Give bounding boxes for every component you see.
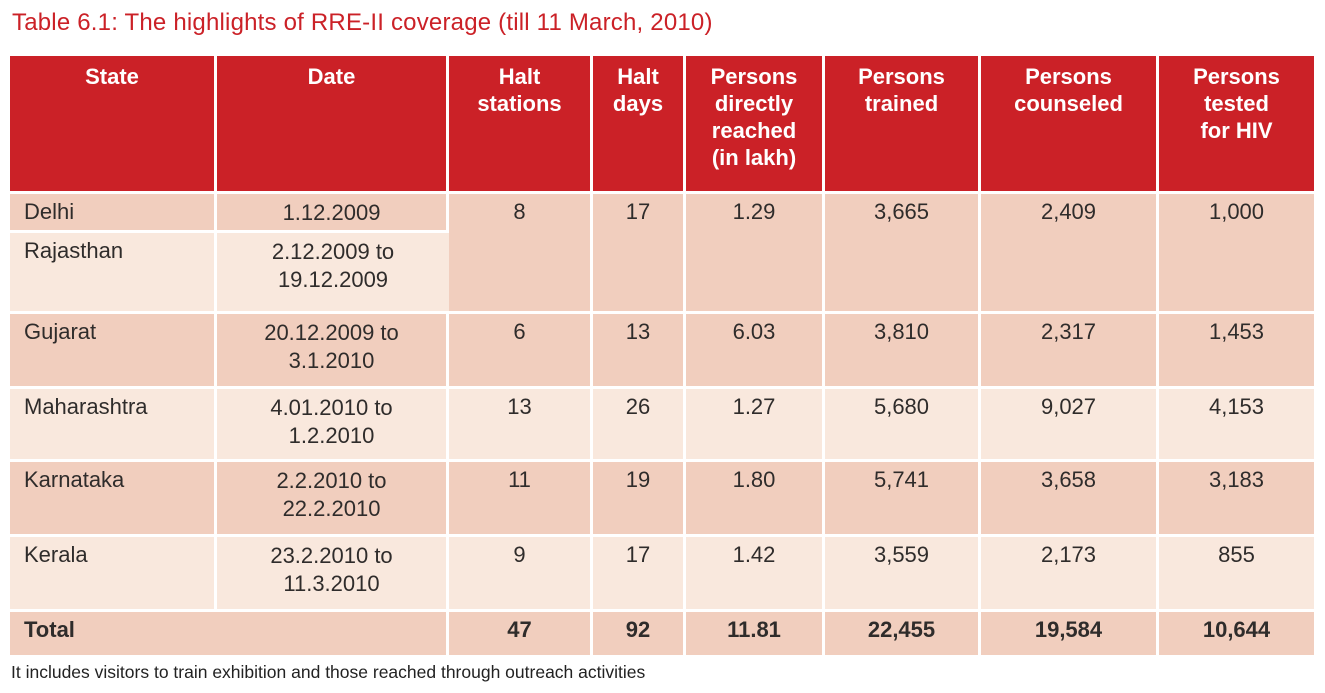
column-header-date: Date xyxy=(217,56,449,194)
cell-maharashtra-halt-stations: 13 xyxy=(449,389,593,462)
cell-maharashtra-state: Maharashtra xyxy=(10,389,217,462)
cell-total-trained: 22,455 xyxy=(825,612,981,658)
table-row-total: Total 47 92 11.81 22,455 19,584 10,644 xyxy=(10,612,1314,658)
column-header-state: State xyxy=(10,56,217,194)
cell-delhi-rajasthan-halt-stations: 8 xyxy=(449,194,593,314)
cell-delhi-rajasthan-trained: 3,665 xyxy=(825,194,981,314)
cell-rajasthan-state: Rajasthan xyxy=(10,233,217,314)
cell-maharashtra-counseled: 9,027 xyxy=(981,389,1159,462)
cell-kerala-date: 23.2.2010 to 11.3.2010 xyxy=(217,537,449,612)
cell-delhi-rajasthan-tested: 1,000 xyxy=(1159,194,1314,314)
column-header-persons-trained: Persons trained xyxy=(825,56,981,194)
cell-total-halt-stations: 47 xyxy=(449,612,593,658)
cell-delhi-date: 1.12.2009 xyxy=(217,194,449,233)
cell-total-tested: 10,644 xyxy=(1159,612,1314,658)
cell-karnataka-halt-stations: 11 xyxy=(449,462,593,537)
cell-total-counseled: 19,584 xyxy=(981,612,1159,658)
table-footnote: It includes visitors to train exhibition… xyxy=(11,662,646,682)
table-row-rajasthan: Rajasthan 2.12.2009 to 19.12.2009 xyxy=(10,233,1314,314)
column-header-persons-reached: Persons directly reached (in lakh) xyxy=(686,56,825,194)
cell-gujarat-halt-days: 13 xyxy=(593,314,686,389)
table-row-kerala: Kerala 23.2.2010 to 11.3.2010 9 17 1.42 … xyxy=(10,537,1314,612)
cell-karnataka-state: Karnataka xyxy=(10,462,217,537)
table-row-delhi: Delhi 1.12.2009 8 17 1.29 3,665 2,409 1,… xyxy=(10,194,1314,314)
cell-kerala-counseled: 2,173 xyxy=(981,537,1159,612)
cell-kerala-reached: 1.42 xyxy=(686,537,825,612)
cell-karnataka-date: 2.2.2010 to 22.2.2010 xyxy=(217,462,449,537)
cell-maharashtra-tested: 4,153 xyxy=(1159,389,1314,462)
cell-gujarat-trained: 3,810 xyxy=(825,314,981,389)
table-row-gujarat: Gujarat 20.12.2009 to 3.1.2010 6 13 6.03… xyxy=(10,314,1314,389)
cell-gujarat-halt-stations: 6 xyxy=(449,314,593,389)
cell-delhi-rajasthan-counseled: 2,409 xyxy=(981,194,1159,314)
header-row: State Date Halt stations Halt days Perso… xyxy=(10,56,1314,194)
cell-karnataka-halt-days: 19 xyxy=(593,462,686,537)
cell-maharashtra-trained: 5,680 xyxy=(825,389,981,462)
column-header-halt-days: Halt days xyxy=(593,56,686,194)
cell-gujarat-date: 20.12.2009 to 3.1.2010 xyxy=(217,314,449,389)
cell-maharashtra-date: 4.01.2010 to 1.2.2010 xyxy=(217,389,449,462)
cell-total-reached: 11.81 xyxy=(686,612,825,658)
cell-kerala-state: Kerala xyxy=(10,537,217,612)
cell-delhi-state: Delhi xyxy=(10,194,217,233)
table-row-maharashtra: Maharashtra 4.01.2010 to 1.2.2010 13 26 … xyxy=(10,389,1314,462)
rre-coverage-table: State Date Halt stations Halt days Perso… xyxy=(10,56,1314,658)
cell-gujarat-reached: 6.03 xyxy=(686,314,825,389)
table-title: Table 6.1: The highlights of RRE-II cove… xyxy=(12,9,713,36)
cell-karnataka-tested: 3,183 xyxy=(1159,462,1314,537)
cell-total-halt-days: 92 xyxy=(593,612,686,658)
cell-kerala-tested: 855 xyxy=(1159,537,1314,612)
cell-kerala-trained: 3,559 xyxy=(825,537,981,612)
cell-karnataka-trained: 5,741 xyxy=(825,462,981,537)
cell-gujarat-state: Gujarat xyxy=(10,314,217,389)
cell-kerala-halt-days: 17 xyxy=(593,537,686,612)
cell-karnataka-reached: 1.80 xyxy=(686,462,825,537)
cell-total-label: Total xyxy=(10,612,449,658)
column-header-persons-counseled: Persons counseled xyxy=(981,56,1159,194)
cell-delhi-rajasthan-halt-days: 17 xyxy=(593,194,686,314)
cell-rajasthan-date: 2.12.2009 to 19.12.2009 xyxy=(217,233,449,314)
cell-maharashtra-reached: 1.27 xyxy=(686,389,825,462)
cell-maharashtra-halt-days: 26 xyxy=(593,389,686,462)
cell-karnataka-counseled: 3,658 xyxy=(981,462,1159,537)
cell-delhi-rajasthan-reached: 1.29 xyxy=(686,194,825,314)
column-header-halt-stations: Halt stations xyxy=(449,56,593,194)
cell-kerala-halt-stations: 9 xyxy=(449,537,593,612)
cell-gujarat-counseled: 2,317 xyxy=(981,314,1159,389)
cell-gujarat-tested: 1,453 xyxy=(1159,314,1314,389)
column-header-persons-tested: Persons tested for HIV xyxy=(1159,56,1314,194)
table-row-karnataka: Karnataka 2.2.2010 to 22.2.2010 11 19 1.… xyxy=(10,462,1314,537)
